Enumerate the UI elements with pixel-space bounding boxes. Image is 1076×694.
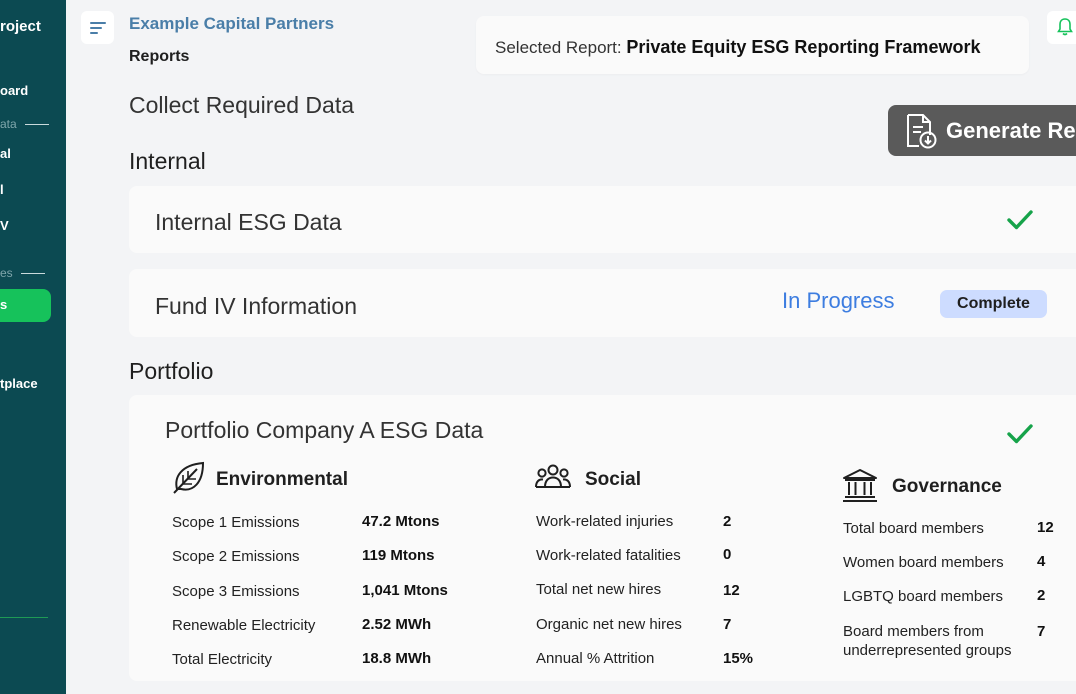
- governance-heading: Governance: [892, 476, 1002, 497]
- env-metric-label: Scope 1 Emissions: [172, 514, 300, 531]
- status-in-progress[interactable]: In Progress: [782, 288, 895, 313]
- gov-metric-label: LGBTQ board members: [843, 588, 1004, 605]
- social-metric-value: 2: [723, 513, 732, 530]
- social-metric-value: 12: [723, 582, 740, 599]
- social-metric-value: 7: [723, 616, 732, 633]
- sidebar-item-reports[interactable]: s: [0, 289, 51, 322]
- social-metric-label: Organic net new hires: [536, 616, 682, 633]
- social-heading: Social: [585, 469, 641, 490]
- section-divider: [20, 272, 45, 274]
- env-metric-value: 119 Mtons: [362, 547, 435, 564]
- gov-metric-label: Total board members: [843, 520, 984, 537]
- card-title: Portfolio Company A ESG Data: [165, 417, 484, 443]
- page-title: Collect Required Data: [129, 92, 355, 118]
- sidebar-item-internal[interactable]: al: [0, 146, 11, 161]
- gov-metric-value: 12: [1037, 519, 1054, 536]
- sidebar-section-data: ata: [0, 117, 49, 131]
- gov-metric-label: Women board members: [843, 554, 1004, 571]
- env-metric-label: Scope 3 Emissions: [172, 583, 300, 600]
- menu-toggle-button[interactable]: [81, 11, 114, 44]
- env-metric-label: Renewable Electricity: [172, 617, 316, 634]
- notifications-button[interactable]: [1047, 11, 1076, 44]
- social-metric-label: Annual % Attrition: [536, 650, 655, 667]
- gov-metric-value: 2: [1037, 587, 1046, 604]
- sidebar-item-portfolio[interactable]: l: [0, 182, 4, 197]
- social-metric-label: Work-related fatalities: [536, 547, 681, 564]
- checkmark-icon: [1007, 210, 1033, 230]
- env-metric-label: Scope 2 Emissions: [172, 548, 300, 565]
- gov-metric-label: Board members from underrepresented grou…: [843, 623, 1012, 659]
- sidebar-item-fund[interactable]: V: [0, 218, 9, 233]
- sidebar-divider: [0, 617, 48, 618]
- env-metric-label: Total Electricity: [172, 651, 273, 668]
- social-metric-label: Total net new hires: [536, 581, 662, 598]
- gov-metric-value: 7: [1037, 623, 1046, 640]
- internal-esg-card[interactable]: Internal ESG Data: [129, 186, 1076, 253]
- environmental-heading: Environmental: [216, 469, 348, 490]
- breadcrumb[interactable]: Reports: [129, 48, 190, 65]
- sidebar-section-label: ata: [0, 117, 17, 131]
- bell-icon: [1057, 18, 1073, 36]
- document-download-icon: [907, 113, 937, 148]
- bank-building-icon: [843, 469, 877, 502]
- gov-metric-value: 4: [1037, 553, 1046, 570]
- selected-report-value: Private Equity ESG Reporting Framework: [626, 37, 981, 57]
- env-metric-value: 47.2 Mtons: [362, 513, 440, 530]
- env-metric-value: 1,041 Mtons: [362, 582, 448, 599]
- people-icon: [535, 464, 571, 488]
- leaf-icon: [173, 461, 205, 494]
- sidebar-item-marketplace[interactable]: tplace: [0, 376, 38, 391]
- env-metric-value: 18.8 MWh: [362, 650, 432, 667]
- sidebar-section-services: es: [0, 266, 45, 280]
- menu-icon: [89, 21, 106, 34]
- sidebar-item-dashboard[interactable]: oard: [0, 83, 29, 98]
- generate-report-label: Generate Re: [946, 117, 1076, 143]
- selected-report[interactable]: Selected Report: Private Equity ESG Repo…: [476, 16, 1029, 74]
- complete-button[interactable]: Complete: [940, 290, 1047, 318]
- card-title: Fund IV Information: [155, 293, 357, 319]
- social-metric-value: 0: [723, 546, 732, 563]
- checkmark-icon: [1007, 424, 1033, 444]
- sidebar-section-label: es: [0, 266, 13, 280]
- social-metric-label: Work-related injuries: [536, 513, 674, 530]
- company-name: Example Capital Partners: [129, 14, 335, 33]
- section-divider: [24, 123, 49, 125]
- selected-report-label: Selected Report:: [495, 38, 622, 57]
- portfolio-heading: Portfolio: [129, 358, 214, 384]
- card-title: Internal ESG Data: [155, 209, 342, 235]
- social-metric-value: 15%: [723, 650, 754, 667]
- internal-heading: Internal: [129, 148, 206, 174]
- sidebar-brand: roject: [0, 18, 41, 35]
- sidebar: roject oard ata al l V es s tplace: [0, 0, 66, 694]
- env-metric-value: 2.52 MWh: [362, 616, 432, 633]
- fund-iv-card[interactable]: Fund IV Information In Progress Complete: [129, 269, 1076, 337]
- portfolio-company-card[interactable]: Portfolio Company A ESG Data Environment…: [129, 395, 1076, 681]
- generate-report-button[interactable]: Generate Re: [888, 105, 1076, 156]
